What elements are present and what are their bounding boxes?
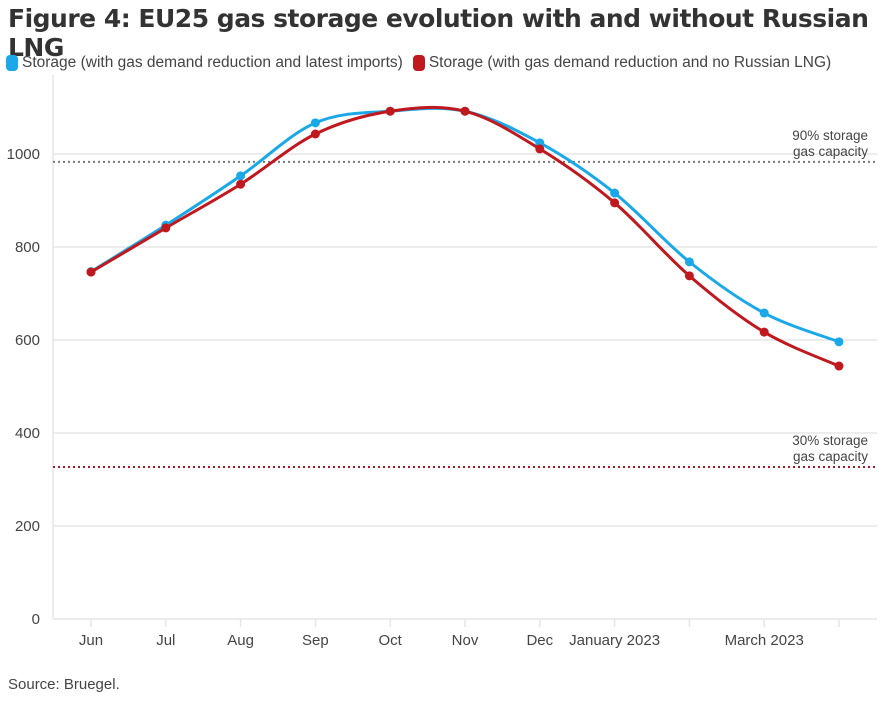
- legend-label: Storage (with gas demand reduction and l…: [22, 54, 403, 71]
- reference-label: gas capacity: [793, 144, 868, 159]
- data-point: [310, 129, 320, 139]
- x-tick-label: Oct: [379, 632, 403, 649]
- x-tick-label: Aug: [227, 632, 254, 649]
- y-tick-label: 1000: [7, 146, 40, 163]
- x-tick-label: Sep: [302, 632, 329, 649]
- x-tick-label: Jul: [156, 632, 175, 649]
- reference-label: 30% storage: [792, 433, 868, 448]
- data-point: [236, 179, 246, 189]
- data-point: [610, 198, 620, 208]
- data-point: [236, 171, 246, 181]
- x-tick-label: Dec: [526, 632, 553, 649]
- data-point: [385, 106, 395, 116]
- legend-item-no-russian-lng[interactable]: Storage (with gas demand reduction and n…: [412, 54, 832, 72]
- data-point: [684, 271, 694, 281]
- y-tick-label: 200: [15, 518, 40, 535]
- data-point: [684, 257, 694, 267]
- source-note: Source: Bruegel.: [8, 676, 120, 693]
- y-tick-label: 600: [15, 332, 40, 349]
- data-point: [86, 267, 96, 277]
- reference-label: gas capacity: [793, 449, 868, 464]
- data-point: [759, 308, 769, 318]
- legend-item-latest-imports[interactable]: Storage (with gas demand reduction and l…: [6, 54, 403, 72]
- x-tick-label: January 2023: [569, 632, 660, 649]
- y-tick-label: 0: [32, 611, 40, 628]
- legend: Storage (with gas demand reduction and l…: [6, 54, 831, 72]
- data-point: [834, 337, 844, 347]
- data-point: [535, 144, 545, 154]
- series-line-2: [90, 105, 840, 368]
- data-point: [834, 361, 844, 371]
- reference-label: 90% storage: [792, 128, 868, 143]
- chart-title: Figure 4: EU25 gas storage evolution wit…: [8, 4, 869, 62]
- x-tick-label: Jun: [79, 632, 103, 649]
- x-tick-label: Nov: [452, 632, 479, 649]
- legend-swatch: [6, 55, 18, 71]
- data-point: [161, 223, 171, 233]
- legend-label: Storage (with gas demand reduction and n…: [428, 54, 832, 71]
- y-tick-label: 800: [15, 239, 40, 256]
- legend-swatch: [412, 55, 425, 71]
- data-point: [759, 327, 769, 337]
- data-point: [310, 118, 320, 128]
- data-point: [460, 106, 470, 116]
- data-point: [610, 188, 620, 198]
- y-tick-label: 400: [15, 425, 40, 442]
- x-tick-label: March 2023: [725, 632, 804, 649]
